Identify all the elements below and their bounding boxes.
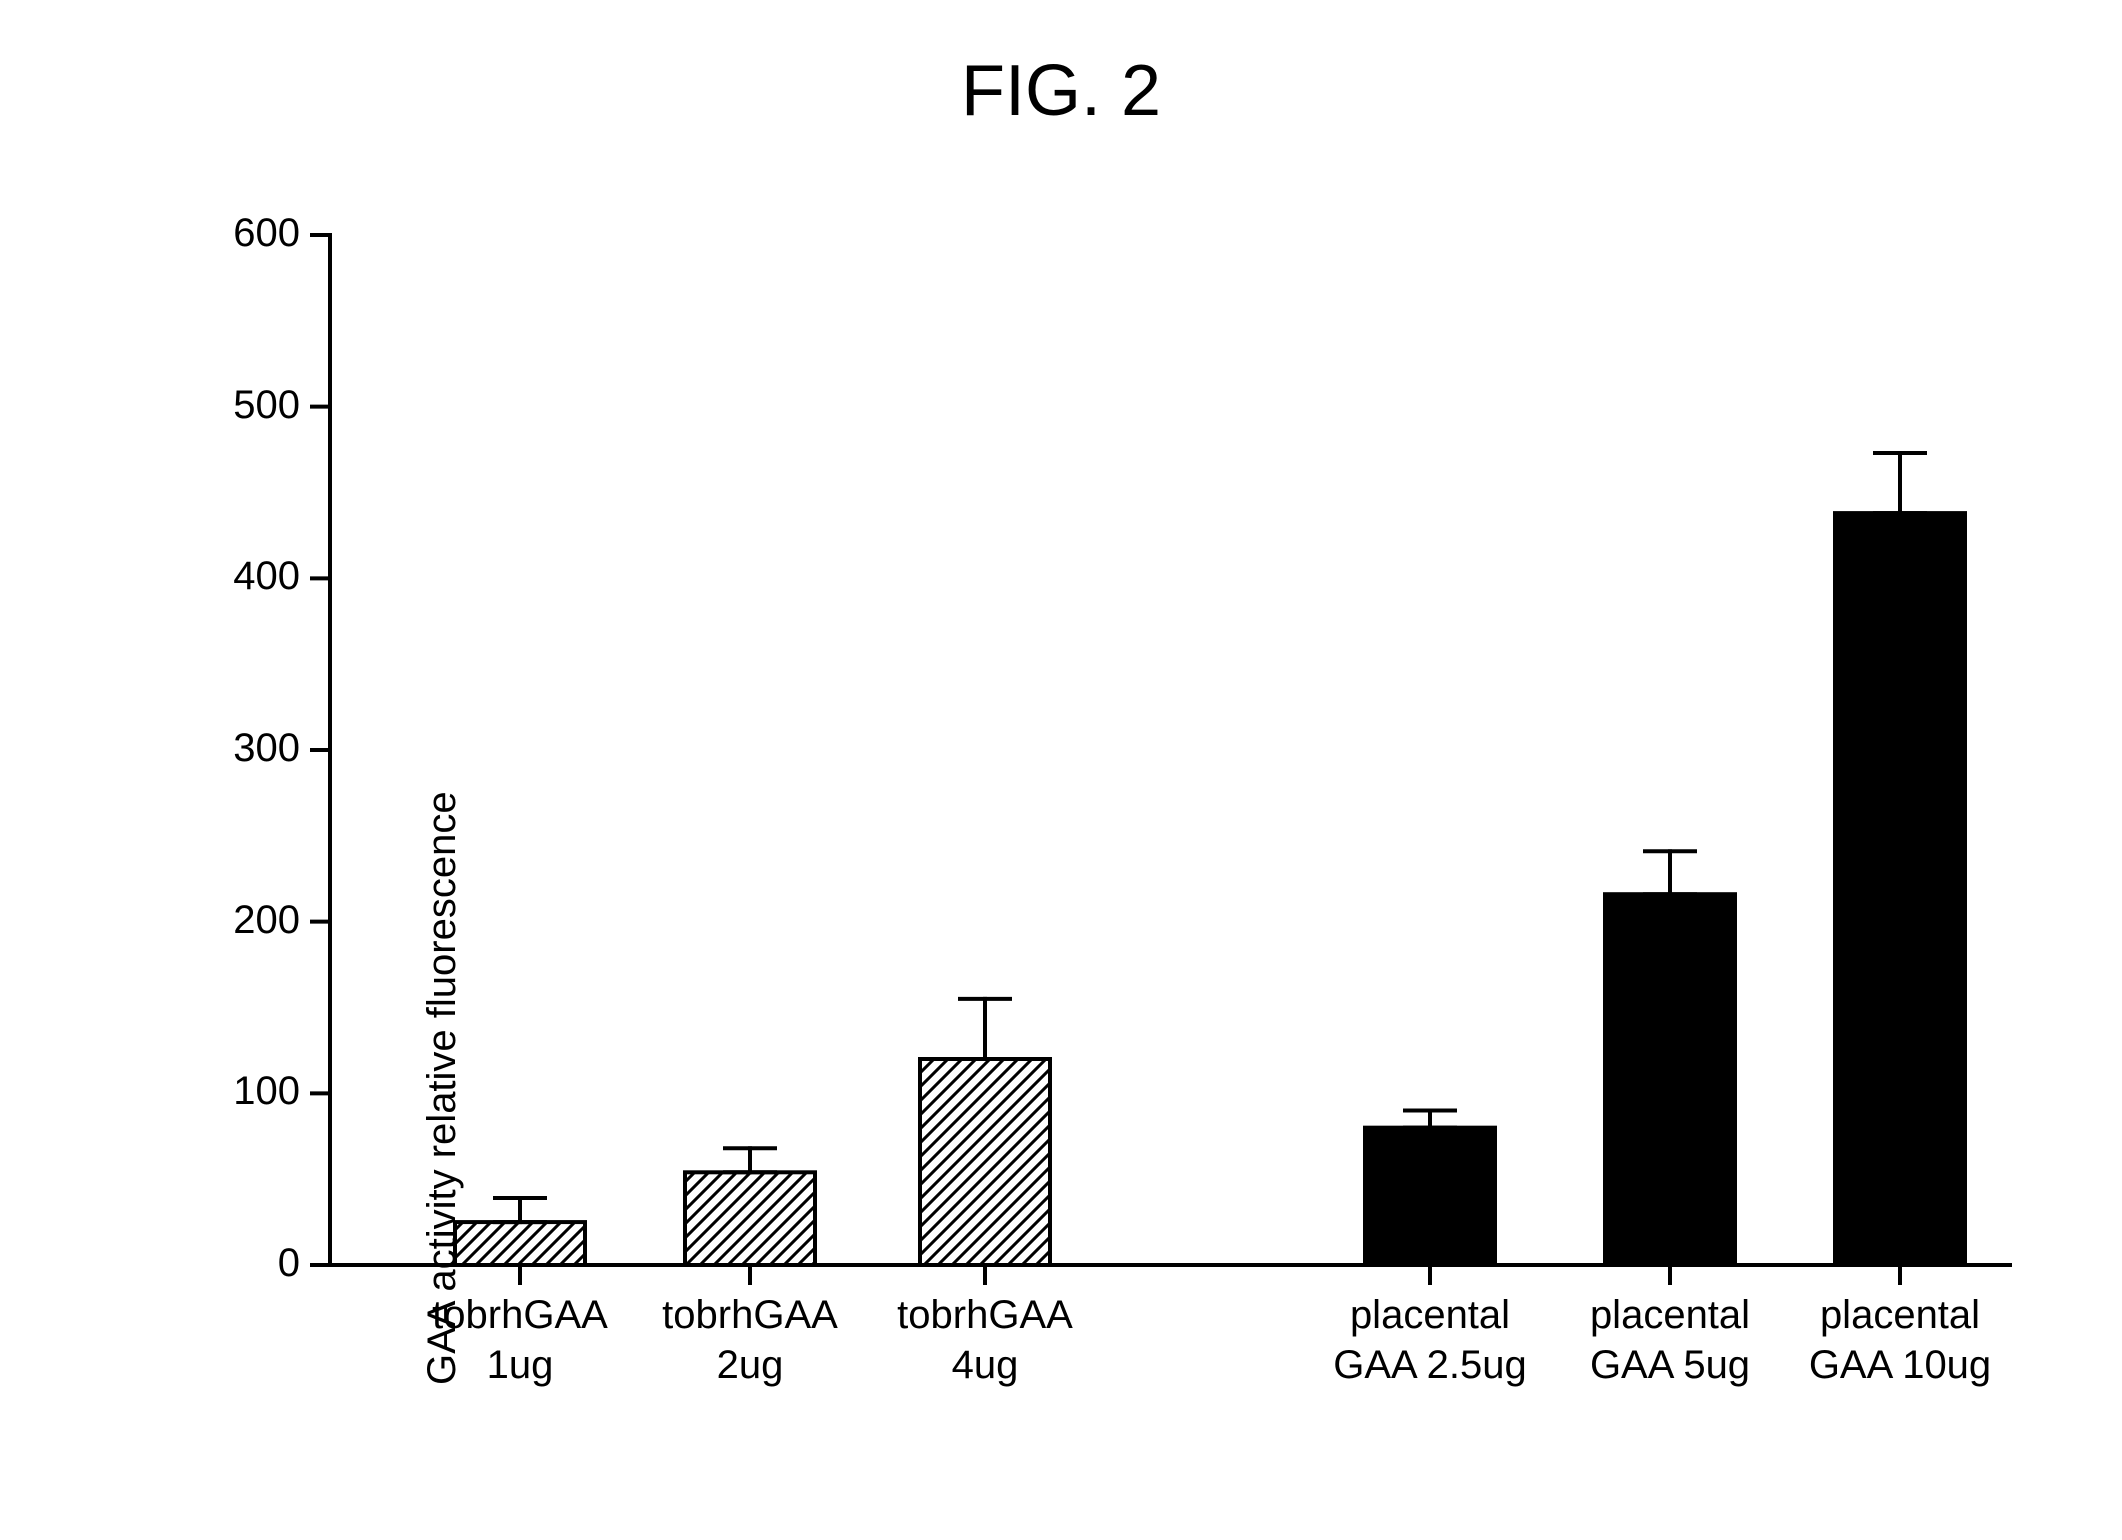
x-tick-label: placental GAA 5ug xyxy=(1540,1290,1800,1390)
y-tick-label: 200 xyxy=(180,898,300,943)
y-tick-label: 300 xyxy=(180,726,300,771)
x-tick-label: placental GAA 2.5ug xyxy=(1300,1290,1560,1390)
x-tick-label: tobrhGAA 2ug xyxy=(620,1290,880,1390)
figure-title: FIG. 2 xyxy=(0,50,2122,132)
y-tick-label: 0 xyxy=(180,1241,300,1286)
y-tick-label: 500 xyxy=(180,383,300,428)
chart-area: GAA activity relative fluorescence 01002… xyxy=(330,235,2010,1265)
y-tick-label: 400 xyxy=(180,554,300,599)
x-tick-label: tobrhGAA 4ug xyxy=(855,1290,1115,1390)
y-tick-label: 100 xyxy=(180,1069,300,1114)
x-tick-label: placental GAA 10ug xyxy=(1770,1290,2030,1390)
x-tick-labels: tobrhGAA 1ugtobrhGAA 2ugtobrhGAA 4ug plac… xyxy=(330,235,2010,1465)
y-tick-label: 600 xyxy=(180,211,300,256)
x-tick-label: tobrhGAA 1ug xyxy=(390,1290,650,1390)
page: FIG. 2 GAA activity relative fluorescenc… xyxy=(0,0,2122,1540)
